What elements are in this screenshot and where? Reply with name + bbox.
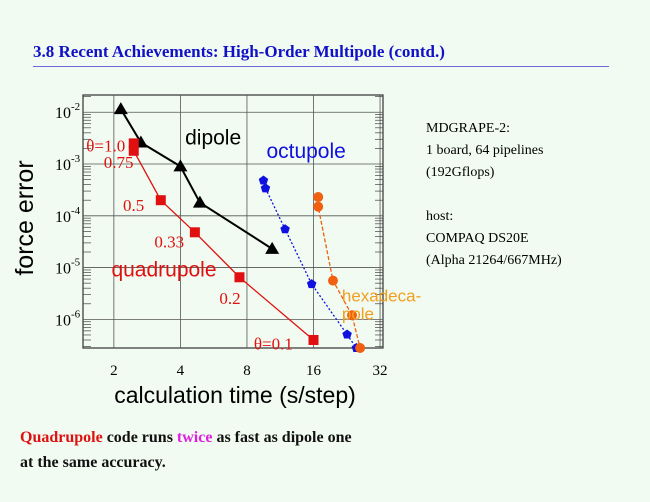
data-point [355,343,366,353]
series-label: hexadeca-pole [342,287,421,324]
data-point [128,138,139,149]
text: code runs [102,429,177,446]
theta-label: θ=1.0 [86,136,125,155]
data-point [306,279,317,289]
info-line: (192Gflops) [426,165,495,180]
y-tick-label: 10-5 [55,257,81,278]
x-axis-label: calculation time (s/step) [114,382,356,408]
series-label: quadrupole [111,258,216,281]
theta-label: 0.2 [219,289,240,308]
info-line: (Alpha 21264/667MHz) [426,253,562,268]
y-tick-label: 10-6 [55,308,81,329]
series-label: dipole [185,126,241,149]
slide-title: 3.8 Recent Achievements: High-Order Mult… [33,42,445,61]
title-underline [33,66,609,67]
y-tick-label: 10-4 [55,205,81,226]
data-point [313,192,324,203]
conclusion: Quadrupole code runs twice as fast as di… [20,425,352,475]
series-label: octupole [266,140,345,163]
y-tick-label: 10-3 [55,153,81,174]
info-line: MDGRAPE-2: [426,121,511,136]
x-tick-label: 16 [306,363,322,379]
text: as fast as dipole one [212,429,352,446]
data-point [308,334,319,345]
info-line: 1 board, 64 pipelines [426,143,544,158]
data-point [313,201,324,212]
theta-label: 0.33 [154,232,184,251]
highlight-twice: twice [176,429,213,446]
data-point [265,241,280,254]
theta-label: θ=0.1 [254,335,293,354]
data-point [342,329,352,339]
data-point [128,145,139,156]
data-point [234,272,245,283]
info-line: host: [426,209,454,224]
y-axis-label: force error [11,160,39,275]
x-tick-label: 4 [177,363,185,379]
theta-label: 0.75 [104,153,134,172]
info-line: COMPAQ DS20E [426,231,529,246]
x-tick-label: 2 [110,363,118,379]
highlight-quadrupole: Quadrupole [20,429,103,446]
x-tick-label: 32 [373,363,388,379]
text: at the same accuracy. [20,454,166,471]
theta-label: 0.5 [123,196,144,215]
data-point [327,275,338,286]
data-point [173,159,188,172]
data-point [258,175,269,185]
y-tick-label: 10-2 [55,101,80,122]
data-point [260,183,271,193]
series-line [317,197,361,348]
system-info: MDGRAPE-2: 1 board, 64 pipelines (192Gfl… [426,118,562,272]
data-point [192,195,207,208]
plot-frame [82,94,384,349]
data-point [347,310,358,321]
data-point [280,224,290,234]
data-point [113,102,128,115]
series-hexadecapole [317,197,361,348]
data-point [155,195,166,206]
data-point [189,227,200,238]
x-tick-label: 8 [243,363,251,379]
